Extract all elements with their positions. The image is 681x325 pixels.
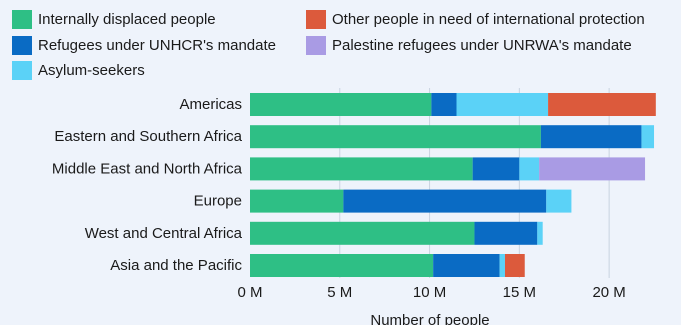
bar-segment bbox=[548, 93, 656, 116]
bar-segment bbox=[540, 125, 642, 149]
bar-segment bbox=[250, 93, 432, 116]
grid-lines bbox=[339, 88, 610, 278]
legend-swatch bbox=[12, 61, 32, 80]
bar-segment bbox=[519, 157, 540, 181]
x-axis-title: Number of people bbox=[370, 312, 489, 325]
bar-segment bbox=[433, 254, 500, 277]
bar-row bbox=[250, 157, 646, 181]
legend-swatch bbox=[306, 10, 326, 29]
legend-swatch bbox=[12, 36, 32, 55]
legend-label: Palestine refugees under UNRWA's mandate bbox=[332, 37, 632, 54]
legend-label: Internally displaced people bbox=[38, 11, 216, 28]
bar-segment bbox=[250, 157, 473, 181]
legend-label: Asylum-seekers bbox=[38, 62, 145, 79]
bar-segment bbox=[343, 189, 547, 213]
bar-row bbox=[250, 93, 656, 116]
category-label: Eastern and Southern Africa bbox=[54, 128, 242, 145]
bar-segment bbox=[250, 221, 475, 245]
x-axis-ticks: 0 M 5 M 10 M 15 M 20 M bbox=[237, 284, 625, 301]
bar-row bbox=[250, 221, 543, 245]
x-tick-label: 10 M bbox=[413, 284, 446, 301]
x-tick-label: 0 M bbox=[237, 284, 262, 301]
bar-row bbox=[250, 254, 525, 277]
bar-stacks bbox=[250, 93, 656, 277]
bar-segment bbox=[641, 125, 655, 149]
legend-item-refugees-unhcr: Refugees under UNHCR's mandate bbox=[12, 36, 276, 55]
x-tick-label: 20 M bbox=[592, 284, 625, 301]
bar-row bbox=[250, 189, 572, 213]
bar-segment bbox=[456, 93, 549, 116]
bar-segment bbox=[474, 221, 538, 245]
bar-segment bbox=[250, 125, 541, 149]
legend-item-other-international-protection: Other people in need of international pr… bbox=[306, 10, 645, 29]
category-label: Americas bbox=[179, 96, 242, 113]
category-labels: Americas Eastern and Southern Africa Middl… bbox=[52, 96, 243, 274]
bar-segment bbox=[539, 157, 646, 181]
legend-swatch bbox=[306, 36, 326, 55]
category-label: Middle East and North Africa bbox=[52, 160, 243, 177]
bar-segment bbox=[504, 254, 525, 277]
category-label: Asia and the Pacific bbox=[110, 257, 242, 274]
x-tick-label: 15 M bbox=[503, 284, 536, 301]
legend: Internally displaced people Refugees und… bbox=[0, 0, 681, 84]
bar-segment bbox=[499, 254, 505, 277]
legend-label: Refugees under UNHCR's mandate bbox=[38, 37, 276, 54]
category-label: West and Central Africa bbox=[85, 225, 243, 242]
bar-segment bbox=[250, 189, 344, 213]
bar-segment bbox=[250, 254, 434, 277]
bar-segment bbox=[537, 221, 543, 245]
bar-segment bbox=[472, 157, 520, 181]
category-label: Europe bbox=[194, 193, 242, 210]
x-tick-label: 5 M bbox=[327, 284, 352, 301]
legend-item-palestine-refugees-unrwa: Palestine refugees under UNRWA's mandate bbox=[306, 36, 632, 55]
legend-item-asylum-seekers: Asylum-seekers bbox=[12, 61, 145, 80]
legend-item-internally-displaced: Internally displaced people bbox=[12, 10, 216, 29]
legend-swatch bbox=[12, 10, 32, 29]
bar-segment bbox=[431, 93, 457, 116]
bar-row bbox=[250, 125, 655, 149]
legend-label: Other people in need of international pr… bbox=[332, 11, 645, 28]
bar-segment bbox=[546, 189, 572, 213]
